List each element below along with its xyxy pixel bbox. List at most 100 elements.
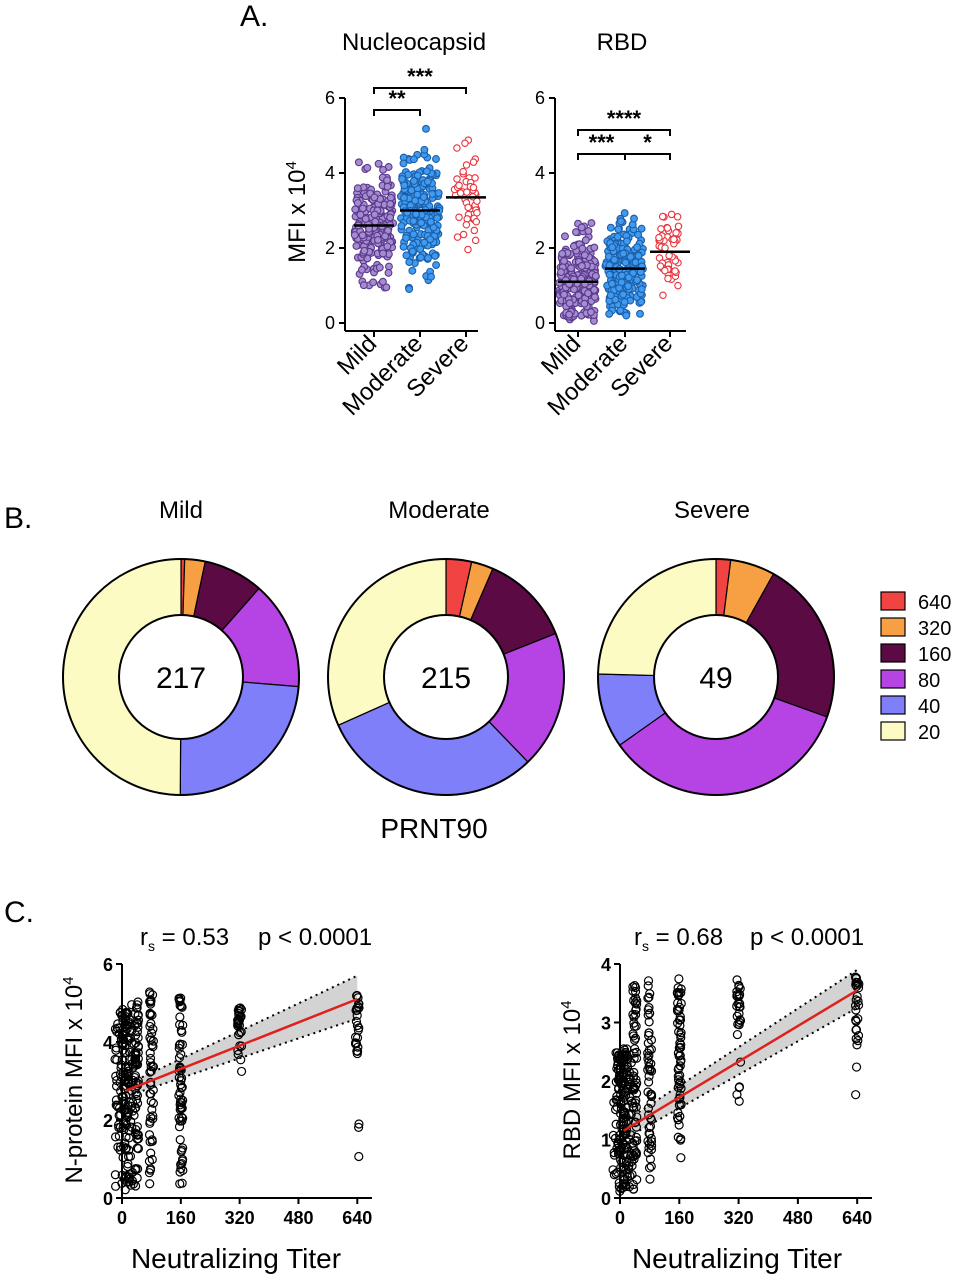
data-point <box>352 1020 363 1031</box>
data-point-moderate <box>405 258 414 267</box>
data-point-severe <box>455 213 463 221</box>
ci-upper-line <box>125 974 358 1086</box>
data-point <box>674 1100 685 1110</box>
data-point-moderate <box>399 159 408 168</box>
data-point-moderate <box>621 258 630 267</box>
data-point-moderate <box>402 251 411 260</box>
data-point <box>644 992 654 1002</box>
data-point-severe <box>661 244 669 252</box>
data-point-mild <box>584 227 593 235</box>
data-point-mild <box>356 210 365 219</box>
data-point-moderate <box>608 243 617 252</box>
data-point-moderate <box>408 247 417 256</box>
data-point <box>119 1048 130 1058</box>
data-point <box>674 1002 685 1012</box>
data-point <box>675 1038 685 1048</box>
data-point <box>133 997 143 1007</box>
legend-swatch-640 <box>880 591 906 611</box>
data-point <box>853 1014 863 1024</box>
data-point-severe <box>455 181 463 190</box>
data-point <box>119 1174 129 1184</box>
legend-swatch-20 <box>880 721 906 741</box>
data-point-mild <box>591 272 600 280</box>
data-point <box>177 1082 187 1092</box>
x-tick-label: 480 <box>283 1208 313 1228</box>
data-point-mild <box>561 232 569 241</box>
data-point <box>114 1131 124 1141</box>
data-point-moderate <box>620 298 629 306</box>
data-point-mild <box>571 228 580 237</box>
data-point <box>111 1045 121 1055</box>
y-tick-label: 4 <box>103 1033 113 1053</box>
c-right-y-axis-label: RBD MFI x 104 <box>558 1000 586 1159</box>
data-point <box>734 1096 744 1106</box>
data-point-severe <box>461 139 469 148</box>
data-point <box>643 1136 653 1146</box>
data-point-mild <box>577 223 586 232</box>
panel-label-c: C. <box>4 896 34 929</box>
data-point <box>628 1073 639 1083</box>
y-tick-label: 4 <box>535 163 545 183</box>
data-point <box>851 1090 861 1100</box>
data-point-mild <box>384 268 393 277</box>
data-point-severe <box>469 158 478 166</box>
data-point <box>629 1053 639 1063</box>
data-point-moderate <box>637 285 646 294</box>
data-point-mild <box>350 231 359 240</box>
data-point <box>676 1153 686 1163</box>
data-point <box>145 1116 155 1127</box>
data-point <box>632 996 642 1006</box>
data-point <box>115 1023 125 1033</box>
data-point-mild <box>578 244 587 253</box>
data-point-severe <box>464 203 472 212</box>
data-point <box>125 1151 136 1161</box>
y-tick-label: 3 <box>601 1014 611 1034</box>
data-point <box>629 1012 639 1022</box>
data-point <box>851 973 861 984</box>
data-point-severe <box>659 291 667 300</box>
data-point-moderate <box>422 124 430 133</box>
data-point-moderate <box>409 230 418 239</box>
data-point-severe <box>656 262 665 270</box>
data-point <box>236 1027 246 1037</box>
data-point <box>111 1071 121 1081</box>
data-point <box>147 1040 157 1050</box>
c-left-y-label-text: N-protein MFI x 10 <box>61 985 88 1184</box>
data-point <box>851 1025 862 1035</box>
donut-hole <box>653 614 779 740</box>
data-point <box>174 1040 185 1050</box>
data-point-moderate <box>434 189 443 197</box>
data-point <box>629 1018 639 1028</box>
data-point <box>630 1009 641 1020</box>
c-left-stat-r-sub: s <box>148 938 155 954</box>
significance-stars: ** <box>388 86 406 111</box>
data-point-severe <box>471 174 479 182</box>
significance-stars: * <box>643 130 652 155</box>
donut-outline <box>327 558 565 796</box>
data-point <box>643 976 654 986</box>
data-point <box>631 1021 641 1031</box>
data-point-severe <box>453 175 461 183</box>
c-left-stat-r: rs = 0.53 <box>140 924 229 954</box>
c-right-stat-p: p < 0.0001 <box>750 924 864 951</box>
data-point-severe <box>661 266 669 275</box>
data-point <box>145 1179 155 1189</box>
data-point <box>851 1005 861 1015</box>
donut-outline <box>597 558 835 796</box>
data-point-mild <box>558 249 567 258</box>
data-point <box>132 1134 142 1144</box>
data-point-moderate <box>636 309 644 318</box>
data-point <box>645 1174 655 1184</box>
data-point <box>352 1010 362 1021</box>
data-point <box>133 1130 143 1140</box>
data-point-moderate <box>422 167 431 176</box>
y-tick-label: 2 <box>103 1111 113 1131</box>
data-point <box>132 1059 142 1069</box>
data-point <box>133 1144 143 1154</box>
data-point-moderate <box>399 242 408 251</box>
data-point <box>175 997 185 1007</box>
data-point-severe <box>664 274 672 283</box>
data-point-mild <box>379 249 387 258</box>
data-point <box>853 978 863 988</box>
donut-count: 49 <box>699 662 732 695</box>
